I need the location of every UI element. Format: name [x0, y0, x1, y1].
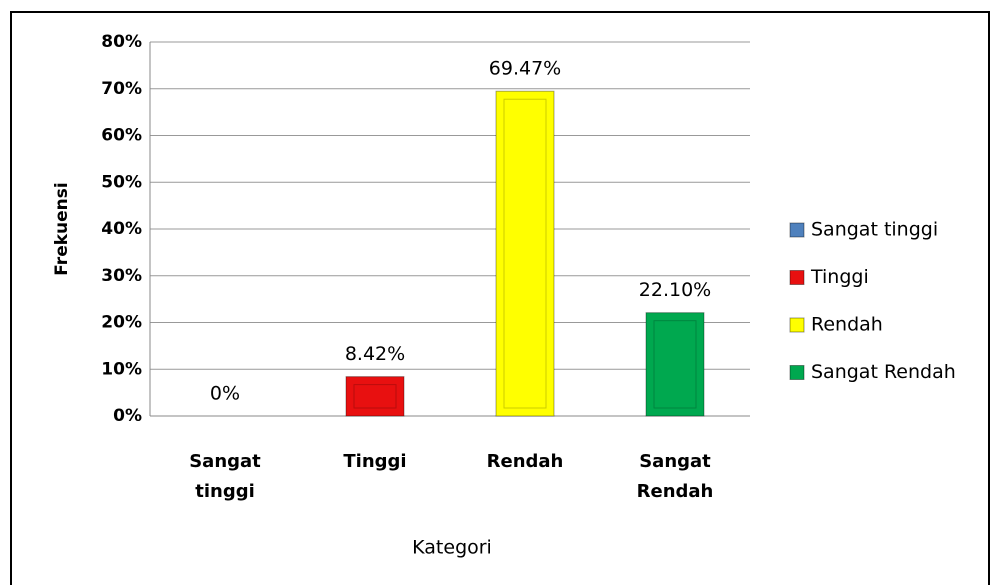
x-axis-label: Kategori [412, 537, 492, 559]
y-tick-label: 60% [101, 126, 142, 146]
x-tick-label: Rendah [486, 451, 564, 472]
y-axis-label: Frekuensi [52, 182, 72, 275]
y-tick-label: 40% [101, 219, 142, 239]
legend-swatch [789, 270, 805, 285]
x-tick-label: Sangat tinggi [189, 451, 261, 502]
legend-swatch [789, 365, 805, 380]
legend-label: Tinggi [810, 266, 869, 288]
bar [495, 90, 555, 417]
y-tick-label: 80% [101, 32, 142, 52]
bar [345, 376, 405, 417]
data-label: 69.47% [489, 58, 561, 80]
y-tick-label: 10% [101, 359, 142, 379]
frame [10, 11, 990, 585]
data-label: 0% [210, 383, 240, 405]
bar-bevel [503, 98, 547, 409]
legend-label: Sangat tinggi [811, 219, 938, 241]
legend-label: Sangat Rendah [811, 361, 956, 383]
legend-label: Rendah [811, 314, 883, 336]
x-tick-label: Tinggi [343, 451, 407, 472]
y-tick-label: 50% [101, 172, 142, 192]
bar-bevel [653, 320, 697, 409]
y-tick-label: 30% [101, 266, 142, 286]
y-tick-label: 0% [113, 406, 142, 426]
legend-swatch [789, 317, 805, 333]
data-label: 22.10% [639, 279, 711, 301]
y-tick-label: 70% [101, 79, 142, 99]
bar [645, 312, 705, 417]
legend-swatch [789, 222, 805, 238]
bar-bevel [353, 384, 397, 409]
x-tick-label: Sangat Rendah [636, 451, 714, 502]
data-label: 8.42% [345, 343, 405, 365]
y-tick-label: 20% [101, 313, 142, 333]
